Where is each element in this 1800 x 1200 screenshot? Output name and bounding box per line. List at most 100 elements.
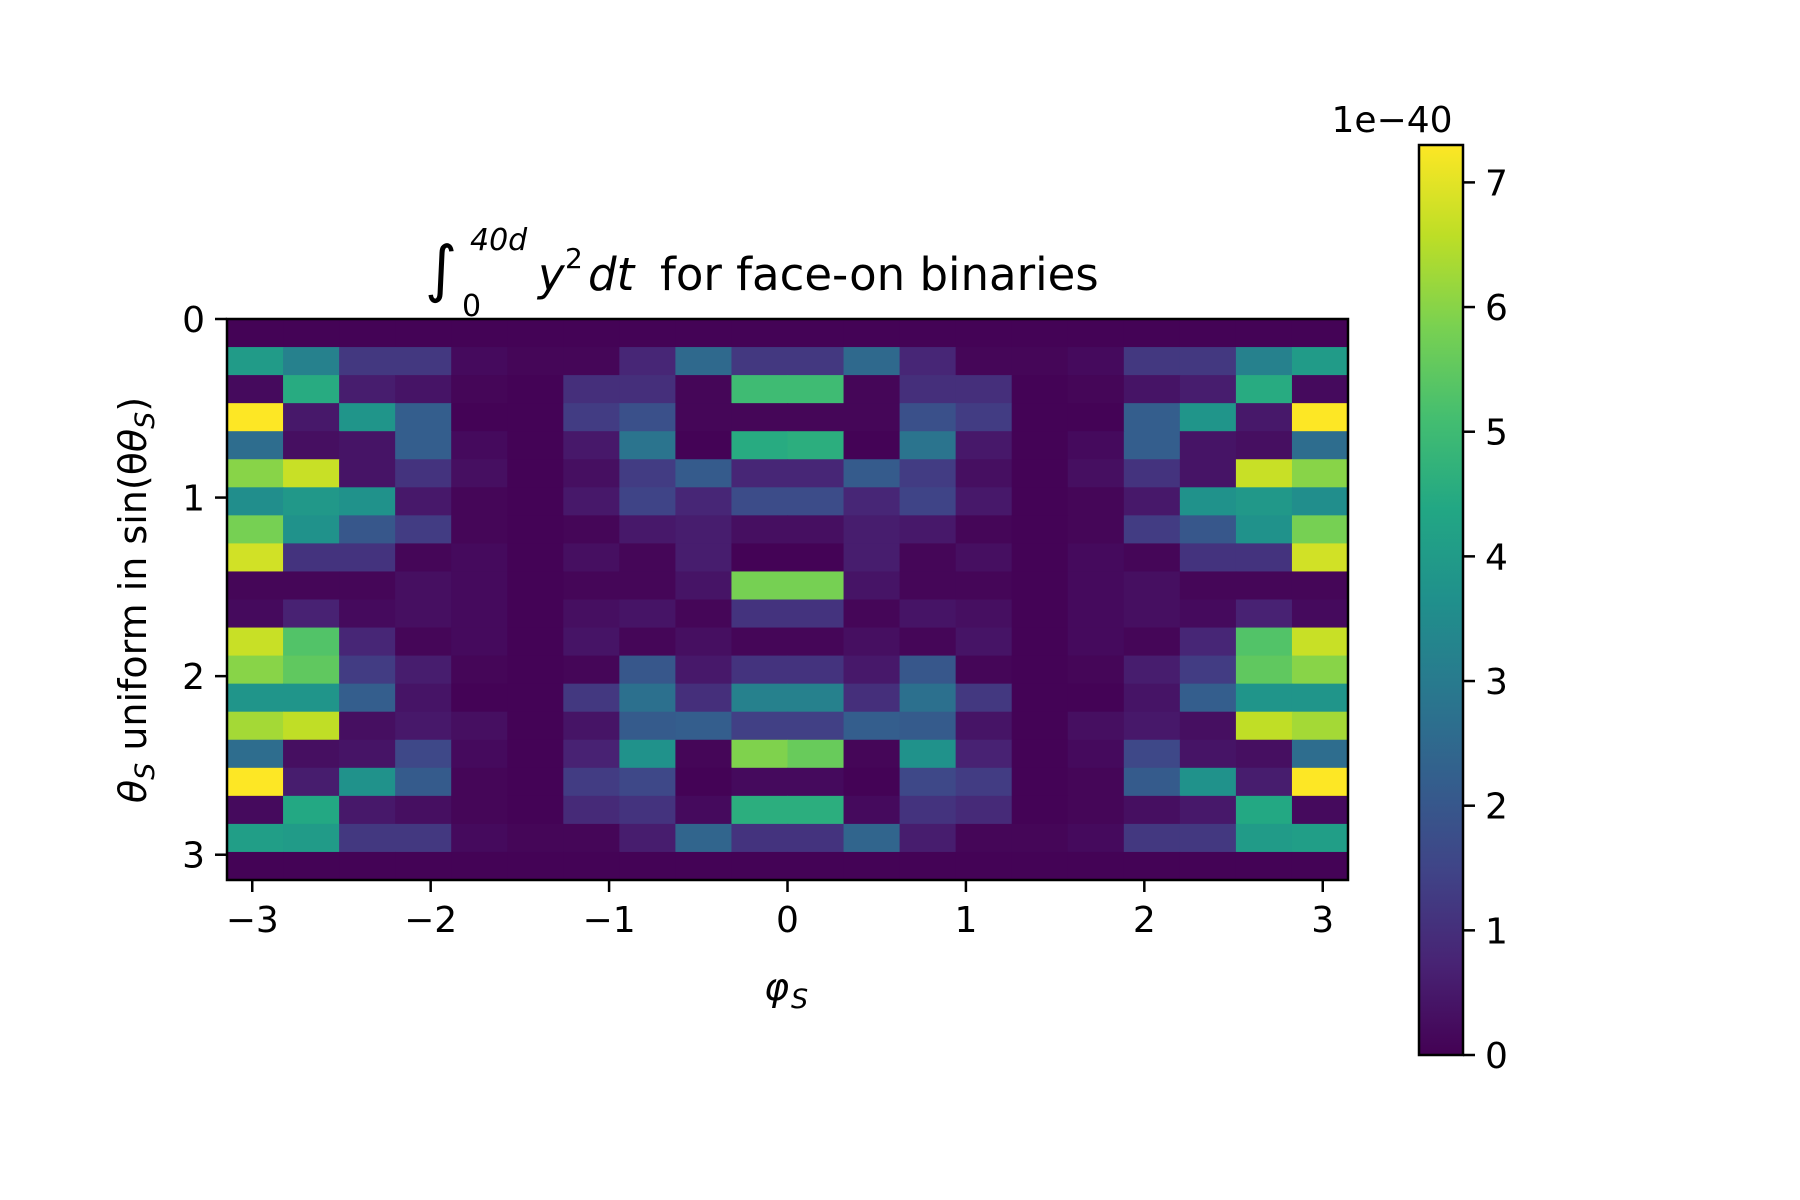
heatmap-cell <box>227 851 284 881</box>
heatmap-cell <box>1179 711 1237 741</box>
heatmap-cell <box>1123 767 1181 797</box>
heatmap-cell <box>787 739 845 769</box>
heatmap-cell <box>843 683 901 713</box>
heatmap-cell <box>227 319 284 348</box>
heatmap-cell <box>1179 347 1237 376</box>
heatmap-cell <box>843 739 901 769</box>
heatmap-cell <box>283 375 340 404</box>
heatmap-cell <box>283 739 340 769</box>
heatmap-cell <box>787 459 845 488</box>
heatmap-cell <box>955 459 1013 488</box>
heatmap-cell <box>843 599 901 629</box>
heatmap-cell <box>787 375 845 404</box>
heatmap-cell <box>1291 319 1349 348</box>
colorbar-tick-label: 7 <box>1485 163 1508 204</box>
heatmap-cell <box>395 571 452 601</box>
heatmap-cell <box>227 711 284 741</box>
heatmap-cell <box>731 543 789 573</box>
heatmap-cell <box>451 515 508 544</box>
heatmap-cell <box>955 851 1013 881</box>
heatmap-cell <box>731 655 789 685</box>
heatmap-cell <box>283 767 340 797</box>
heatmap-cell <box>787 851 845 881</box>
heatmap-cell <box>675 375 733 404</box>
heatmap-cell <box>675 319 733 348</box>
heatmap-cell <box>955 515 1013 544</box>
heatmap-cell <box>731 459 789 488</box>
heatmap-cell <box>1067 431 1125 460</box>
heatmap-cell <box>451 655 508 685</box>
y-label-symbol-2: θ <box>111 429 155 452</box>
heatmap-cell <box>1235 683 1293 713</box>
heatmap-cell <box>843 767 901 797</box>
heatmap-cell <box>1179 683 1237 713</box>
heatmap-cell <box>1067 515 1125 544</box>
heatmap-cell <box>899 627 957 657</box>
heatmap-cell <box>227 655 284 685</box>
heatmap-cell <box>843 543 901 573</box>
heatmap-cell <box>731 627 789 657</box>
heatmap-cell <box>731 375 789 404</box>
y-tick-label: 2 <box>182 657 205 698</box>
heatmap-cell <box>451 403 508 432</box>
heatmap-cell <box>1179 431 1237 460</box>
heatmap-cell <box>843 515 901 544</box>
y-axis-ticks: 0 1 2 3 <box>182 300 227 877</box>
x-tick-label: −2 <box>404 900 457 941</box>
y-axis-label: θS uniform in sin(θθS) <box>111 397 161 803</box>
heatmap-cell <box>1291 571 1349 601</box>
heatmap-cell <box>899 319 957 348</box>
title-rest: for face-on binaries <box>660 248 1099 301</box>
heatmap-cell <box>843 627 901 657</box>
heatmap-cell <box>283 795 340 825</box>
heatmap-cell <box>1067 599 1125 629</box>
heatmap-cell <box>619 767 676 797</box>
heatmap-cell <box>1179 571 1237 601</box>
heatmap-cell <box>675 711 733 741</box>
heatmap-cell <box>843 431 901 460</box>
heatmap-cell <box>955 683 1013 713</box>
heatmap-cell <box>395 375 452 404</box>
heatmap-cell <box>1067 403 1125 432</box>
x-tick-label: 1 <box>954 900 977 941</box>
heatmap-cell <box>843 319 901 348</box>
heatmap-cell <box>1179 739 1237 769</box>
heatmap-cell <box>283 851 340 881</box>
heatmap-cell <box>507 599 564 629</box>
colorbar-frame <box>1417 143 1465 1057</box>
heatmap-cell <box>1179 655 1237 685</box>
heatmap-cell <box>1011 459 1069 488</box>
heatmap-cell <box>339 683 396 713</box>
heatmap-cell <box>339 851 396 881</box>
heatmap-cell <box>1123 823 1181 853</box>
heatmap-cell <box>395 487 452 516</box>
heatmap-cell <box>227 403 284 432</box>
heatmap-cell <box>339 487 396 516</box>
heatmap-cell <box>1067 459 1125 488</box>
heatmap-cell <box>1235 403 1293 432</box>
heatmap-cell <box>955 347 1013 376</box>
heatmap-cell <box>1067 795 1125 825</box>
heatmap-cell <box>563 319 620 348</box>
heatmap-cell <box>1011 795 1069 825</box>
colorbar-multiplier: 1e−40 <box>1331 100 1452 141</box>
heatmap-cell <box>619 627 676 657</box>
heatmap-cell <box>787 599 845 629</box>
heatmap-cell <box>1235 543 1293 573</box>
heatmap-cell <box>227 375 284 404</box>
heatmap-cell <box>1291 487 1349 516</box>
heatmap-cell <box>339 319 396 348</box>
heatmap-cell <box>619 683 676 713</box>
heatmap-cell <box>227 599 284 629</box>
heatmap-cell <box>1291 767 1349 797</box>
heatmap-cell <box>787 711 845 741</box>
heatmap-cell <box>451 487 508 516</box>
heatmap-cell <box>339 795 396 825</box>
heatmap-cell <box>843 375 901 404</box>
y-tick-label: 0 <box>182 300 205 341</box>
heatmap-cell <box>955 571 1013 601</box>
heatmap-cell <box>787 515 845 544</box>
heatmap-cell <box>227 543 284 573</box>
heatmap-cell <box>787 543 845 573</box>
heatmap-cell <box>283 823 340 853</box>
